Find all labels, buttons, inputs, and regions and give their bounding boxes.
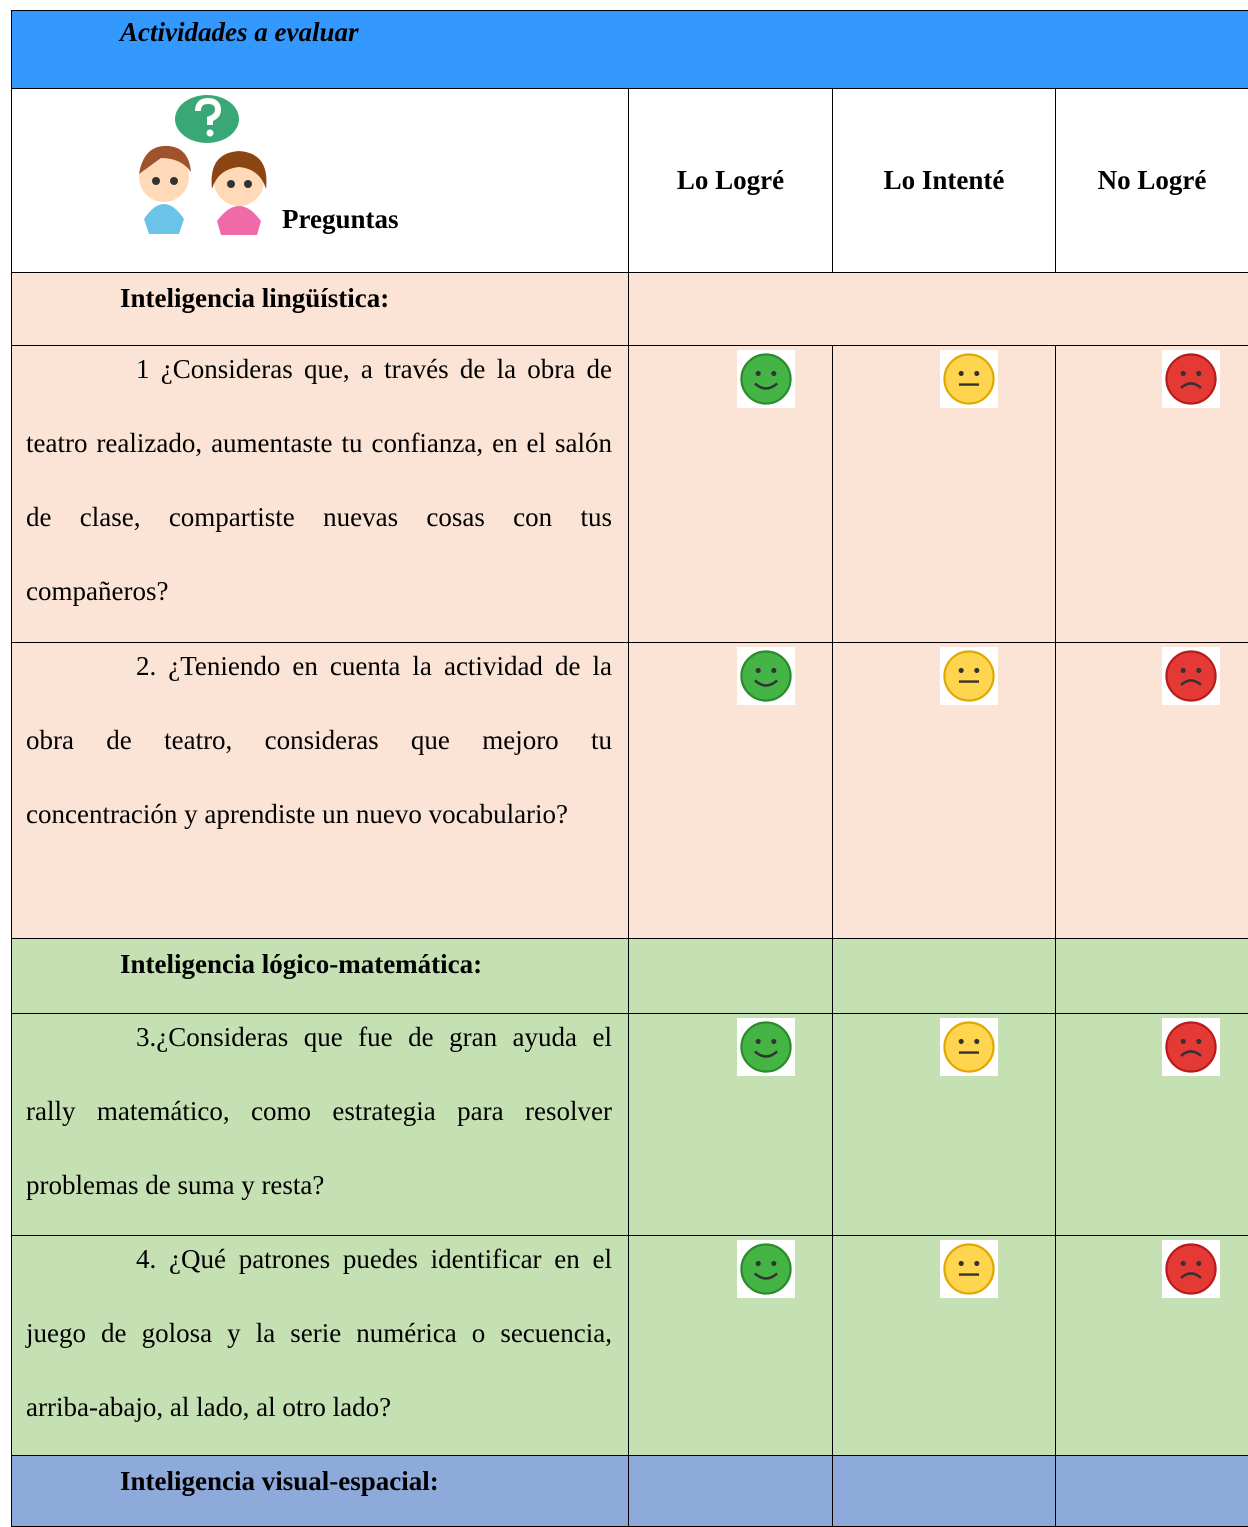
face-icon xyxy=(940,647,998,710)
question-text: 1 ¿Consideras que, a través de la obra d… xyxy=(12,332,628,628)
question-cell: 4. ¿Qué patrones puedes identificar en e… xyxy=(12,1236,629,1456)
question-cell: 1 ¿Consideras que, a través de la obra d… xyxy=(12,346,629,643)
header-cell: Preguntas xyxy=(12,89,629,273)
section-title: Inteligencia lingüística: xyxy=(12,273,628,314)
face-icon xyxy=(737,647,795,710)
face-icon xyxy=(737,1240,795,1303)
rating-cell xyxy=(1056,1014,1248,1236)
question-row: 2. ¿Teniendo en cuenta la actividad de l… xyxy=(12,643,1248,939)
evaluation-table: Actividades a evaluar Preguntas xyxy=(11,10,1248,1527)
empty-cell xyxy=(1056,1456,1248,1527)
header-row: Preguntas Lo Logré Lo Intenté No Logré xyxy=(12,89,1248,273)
rating-cell xyxy=(833,346,1056,643)
rating-cell xyxy=(629,643,833,939)
empty-cell xyxy=(833,1456,1056,1527)
section-title: Inteligencia lógico-matemática: xyxy=(12,939,628,980)
face-icon xyxy=(737,350,795,413)
question-row: 3.¿Consideras que fue de gran ayuda el r… xyxy=(12,1014,1248,1236)
column-header: Lo Intenté xyxy=(833,89,1056,273)
face-icon xyxy=(940,1018,998,1081)
title-cell: Actividades a evaluar xyxy=(12,11,1248,89)
question-row: 1 ¿Consideras que, a través de la obra d… xyxy=(12,346,1248,643)
question-cell: 3.¿Consideras que fue de gran ayuda el r… xyxy=(12,1014,629,1236)
empty-cell xyxy=(629,273,1248,346)
rating-cell xyxy=(1056,1236,1248,1456)
rating-cell xyxy=(629,1014,833,1236)
kids-icon xyxy=(122,89,292,239)
face-icon xyxy=(1162,350,1220,413)
question-cell: 2. ¿Teniendo en cuenta la actividad de l… xyxy=(12,643,629,939)
column-header: Lo Logré xyxy=(629,89,833,273)
rating-cell xyxy=(833,643,1056,939)
question-text: 2. ¿Teniendo en cuenta la actividad de l… xyxy=(12,629,628,851)
rating-cell xyxy=(1056,643,1248,939)
face-icon xyxy=(940,350,998,413)
empty-cell xyxy=(1056,939,1248,1014)
rating-cell xyxy=(629,346,833,643)
question-text: 3.¿Consideras que fue de gran ayuda el r… xyxy=(12,1000,628,1222)
rating-cell xyxy=(1056,346,1248,643)
column-header: No Logré xyxy=(1056,89,1248,273)
empty-cell xyxy=(833,939,1056,1014)
face-icon xyxy=(1162,647,1220,710)
face-icon xyxy=(940,1240,998,1303)
rating-cell xyxy=(833,1014,1056,1236)
table-title: Actividades a evaluar xyxy=(12,11,1248,48)
empty-cell xyxy=(629,939,833,1014)
empty-cell xyxy=(629,1456,833,1527)
face-icon xyxy=(737,1018,795,1081)
column-header: Preguntas xyxy=(282,204,399,235)
title-row: Actividades a evaluar xyxy=(12,11,1248,89)
rating-cell xyxy=(833,1236,1056,1456)
question-text: 4. ¿Qué patrones puedes identificar en e… xyxy=(12,1222,628,1444)
rating-cell xyxy=(629,1236,833,1456)
face-icon xyxy=(1162,1240,1220,1303)
section-row: Inteligencia visual-espacial: xyxy=(12,1456,1248,1527)
face-icon xyxy=(1162,1018,1220,1081)
section-cell: Inteligencia visual-espacial: xyxy=(12,1456,629,1527)
section-title: Inteligencia visual-espacial: xyxy=(12,1456,628,1497)
question-row: 4. ¿Qué patrones puedes identificar en e… xyxy=(12,1236,1248,1456)
